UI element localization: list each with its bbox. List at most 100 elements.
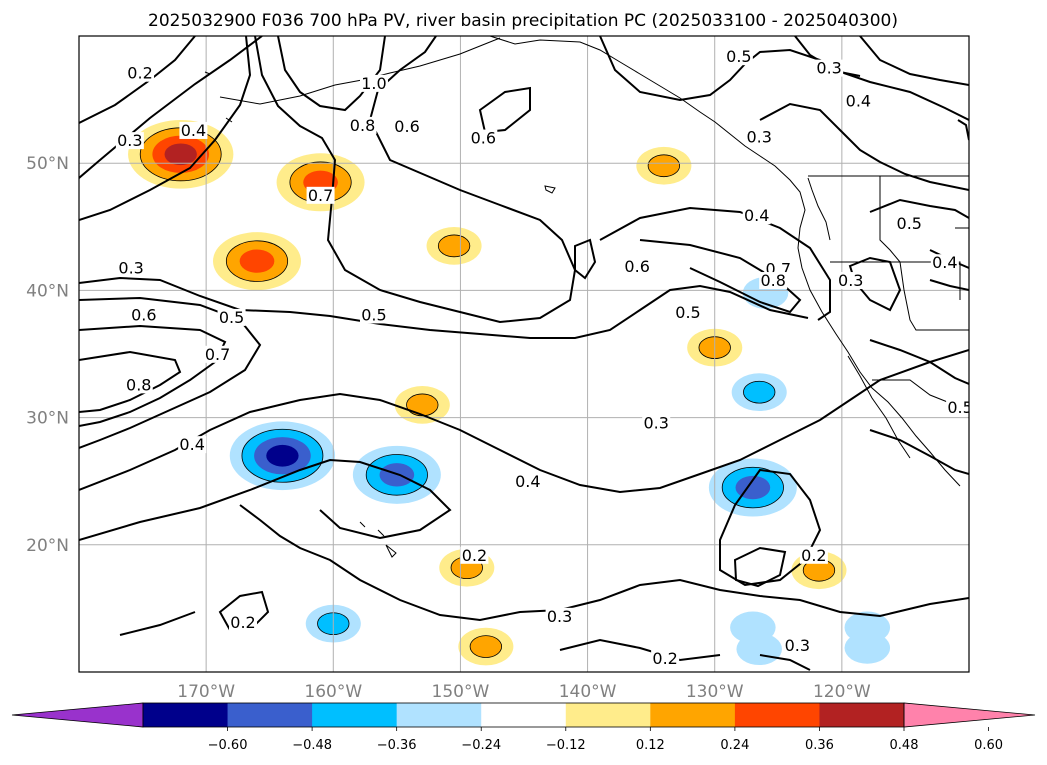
contour-label: 0.3: [785, 636, 810, 655]
colorbar-tick-label: 0.12: [636, 738, 665, 753]
contour-label-bg: [115, 132, 144, 150]
pc-shaded-region: [844, 611, 891, 644]
contour-label-bg: [799, 546, 828, 564]
lat-tick-label: 40°N: [26, 281, 69, 301]
contour-label-bg: [759, 272, 788, 290]
pc-shaded-region: [730, 611, 776, 644]
colorbar-tick-label: 0.36: [805, 738, 834, 753]
contour-label: 0.2: [127, 64, 152, 83]
contour-label-bg: [469, 129, 498, 147]
contour-label-bg: [651, 649, 680, 667]
contour-label: 0.2: [801, 546, 826, 565]
contour-label: 0.2: [462, 546, 487, 565]
contour-label: 0.8: [760, 271, 785, 290]
lat-tick-label: 50°N: [26, 154, 69, 174]
contour-label: 0.4: [932, 253, 957, 272]
chart-title: 2025032900 F036 700 hPa PV, river basin …: [148, 11, 898, 31]
colorbar-tick-label: 0.24: [720, 738, 749, 753]
contour-label-bg: [178, 436, 207, 454]
contour-label-bg: [513, 473, 542, 491]
pc-shaded-region: [239, 249, 275, 273]
colorbar-bin: [227, 703, 313, 727]
contour-label: 0.5: [897, 214, 922, 233]
contour-label-bg: [393, 118, 422, 136]
pc-shaded-region: [164, 143, 197, 166]
colorbar: −0.60 −0.48 −0.36 −0.24 −0.12 0.12 0.24 0.36 0.4…: [11, 702, 1036, 753]
contour-label-bg: [179, 121, 208, 139]
contour-label-bg: [217, 308, 246, 326]
colorbar-tick-label: −0.60: [208, 738, 248, 753]
contour-label: 0.5: [947, 398, 972, 417]
contour-label-bg: [783, 637, 812, 655]
colorbar-tick-label: −0.24: [461, 738, 501, 753]
pv-contour-labels: 0.2 0.3 0.4 1.0 0.8 0.6 0.6 0.7 0.5 0.3 0.4 0.3 0.4 0…: [115, 47, 972, 668]
map-area: 0.2 0.3 0.4 1.0 0.8 0.6 0.6 0.7 0.5 0.3 0.4 0.3 0.4 0…: [79, 36, 972, 672]
contour-label: 0.4: [515, 472, 540, 491]
lat-tick-label: 30°N: [26, 409, 69, 429]
colorbar-extend-high: [903, 702, 1036, 728]
colorbar-tick-label: −0.12: [546, 738, 586, 753]
colorbar-extend-low: [11, 702, 144, 728]
contour-label-bg: [545, 607, 574, 625]
pc-shaded-region: [743, 380, 776, 404]
colorbar-frame: [142, 702, 905, 728]
contour-label: 0.7: [308, 186, 333, 205]
contour-label: 0.2: [652, 649, 677, 668]
colorbar-tick-label: −0.36: [377, 738, 417, 753]
contour-label-bg: [745, 128, 774, 146]
colorbar-bin: [819, 703, 905, 727]
contour-label-bg: [306, 186, 335, 204]
pc-shaded-region: [647, 154, 681, 178]
contour-label: 0.3: [547, 607, 572, 626]
contour-label: 0.4: [744, 206, 769, 225]
pc-shaded-region: [266, 444, 299, 467]
contour-label-bg: [348, 116, 377, 134]
colorbar-bin: [650, 703, 736, 727]
contour-label: 0.3: [117, 131, 142, 150]
contour-label-bg: [117, 259, 146, 277]
contour-label-bg: [815, 59, 844, 77]
pc-shaded-region: [406, 393, 439, 417]
map-frame: [78, 35, 970, 673]
colorbar-bin: [734, 703, 820, 727]
contour-label-bg: [129, 306, 158, 324]
lon-tick-label: 150°W: [432, 682, 490, 702]
contour-label: 0.5: [361, 305, 386, 324]
colorbar-tick-label: 0.48: [890, 738, 919, 753]
contour-label-bg: [623, 258, 652, 276]
contour-label-bg: [359, 306, 388, 324]
contour-label: 0.6: [471, 129, 496, 148]
contour-label: 0.8: [350, 116, 375, 135]
contour-label: 0.6: [394, 117, 419, 136]
contour-label: 0.4: [846, 92, 871, 111]
pv-contour-lines: [79, 36, 969, 671]
contour-label: 0.3: [118, 258, 143, 277]
contour-label-bg: [930, 254, 959, 272]
contour-label-bg: [742, 207, 771, 225]
pc-shaded-region: [437, 234, 471, 258]
lon-tick-label: 140°W: [559, 682, 617, 702]
contour-label: 0.4: [181, 121, 206, 140]
contour-label: 0.5: [675, 303, 700, 322]
contour-label-bg: [674, 303, 703, 321]
contour-label: 0.5: [726, 47, 751, 66]
contour-label: 0.3: [644, 414, 669, 433]
contour-label-bg: [895, 214, 924, 232]
pc-shaded-region: [469, 635, 503, 658]
gridlines: [79, 36, 969, 672]
contour-label: 1.0: [361, 74, 386, 93]
colorbar-bin: [565, 703, 651, 727]
lon-tick-label: 170°W: [177, 682, 235, 702]
contour-label-bg: [724, 48, 753, 66]
colorbar-bin: [481, 703, 567, 727]
contour-label: 0.3: [816, 59, 841, 78]
contour-label-bg: [946, 399, 969, 417]
contour-label-bg: [642, 414, 671, 432]
contour-label: 0.3: [838, 271, 863, 290]
contour-label-bg: [126, 64, 155, 82]
contour-label-bg: [844, 92, 873, 110]
lon-tick-label: 160°W: [304, 682, 362, 702]
lat-tick-label: 20°N: [26, 536, 69, 556]
contour-label: 0.4: [179, 435, 204, 454]
